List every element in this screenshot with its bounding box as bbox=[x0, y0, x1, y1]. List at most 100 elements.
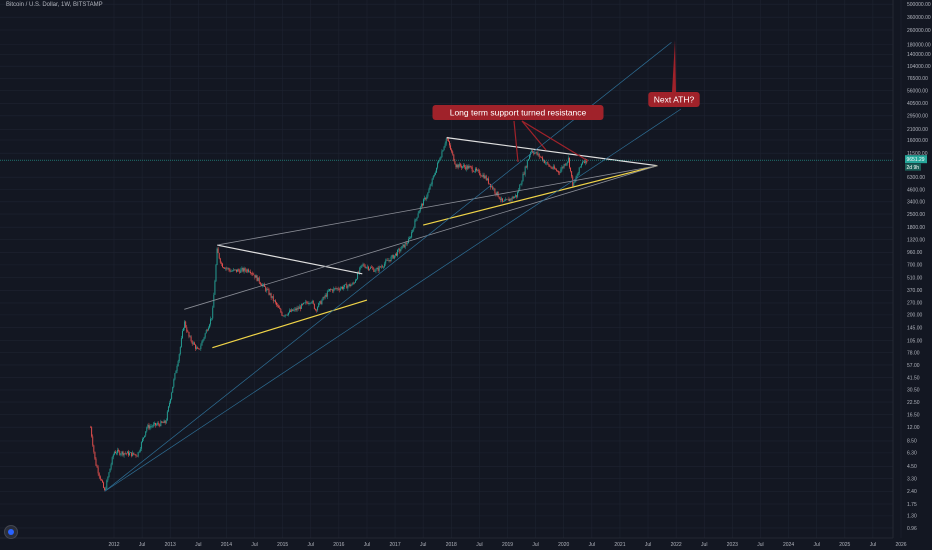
candle-body bbox=[334, 288, 336, 289]
time-tick-label: Jul bbox=[757, 542, 763, 548]
time-tick-label: 2014 bbox=[221, 542, 232, 548]
candle-body bbox=[469, 166, 471, 167]
candle-body bbox=[458, 163, 460, 168]
candle-body bbox=[136, 455, 138, 457]
candle-body bbox=[232, 269, 234, 271]
candle-body bbox=[186, 327, 188, 332]
candle-body bbox=[270, 293, 272, 298]
candle-body bbox=[412, 229, 414, 233]
candle-body bbox=[374, 270, 376, 272]
candle-body bbox=[250, 271, 252, 274]
time-tick-label: 2025 bbox=[839, 542, 850, 548]
candle-body bbox=[307, 302, 309, 304]
candle-body bbox=[464, 165, 466, 167]
candle-body bbox=[383, 266, 384, 268]
candle-body bbox=[343, 287, 344, 289]
time-tick-label: Jul bbox=[195, 542, 201, 548]
candle-body bbox=[465, 166, 467, 170]
candle-body bbox=[120, 453, 122, 455]
candle-body bbox=[296, 307, 298, 311]
candle-body bbox=[201, 341, 203, 346]
candle-body bbox=[216, 248, 218, 265]
price-tick-label: 360000.00 bbox=[907, 15, 931, 21]
candle-body bbox=[431, 178, 433, 185]
candle-body bbox=[357, 272, 359, 280]
candle-body bbox=[282, 315, 284, 317]
candle-body bbox=[401, 246, 403, 250]
candle-body bbox=[384, 263, 386, 267]
candle-body bbox=[344, 284, 346, 288]
tradingview-logo-icon[interactable] bbox=[4, 525, 18, 539]
candle-body bbox=[362, 264, 364, 265]
candle-body bbox=[142, 438, 143, 442]
candle-body bbox=[570, 167, 572, 172]
candle-body bbox=[322, 297, 324, 301]
candle-body bbox=[290, 310, 292, 312]
candle-body bbox=[351, 283, 353, 285]
candle-body bbox=[112, 454, 114, 458]
price-tick-label: 3400.00 bbox=[907, 200, 925, 206]
next-ath-annotation: Next ATH? bbox=[648, 92, 700, 107]
candle-body bbox=[354, 280, 356, 283]
time-tick-label: 2015 bbox=[277, 542, 288, 548]
candle-body bbox=[220, 262, 222, 264]
candle-body bbox=[428, 189, 430, 193]
price-tick-label: 40500.00 bbox=[907, 101, 928, 107]
candle-body bbox=[184, 321, 186, 329]
candle-body bbox=[545, 162, 547, 164]
candle-body bbox=[108, 472, 110, 478]
candle-body bbox=[558, 170, 560, 173]
candle-body bbox=[263, 284, 264, 285]
candle-body bbox=[163, 420, 165, 423]
candle-body bbox=[171, 392, 173, 400]
price-tick-label: 960.00 bbox=[907, 250, 923, 256]
candle-body bbox=[553, 166, 555, 169]
price-tick-label: 270.00 bbox=[907, 301, 923, 307]
candle-body bbox=[439, 159, 441, 161]
candle-body bbox=[133, 452, 135, 455]
candle-body bbox=[129, 452, 130, 456]
price-tick-label: 200.00 bbox=[907, 313, 923, 319]
price-tag-bg bbox=[905, 155, 927, 164]
candle-body bbox=[300, 303, 302, 309]
candle-body bbox=[256, 275, 258, 281]
candle-body bbox=[213, 294, 215, 308]
candle-body bbox=[479, 170, 481, 175]
next-ath-annotation-bg bbox=[648, 92, 700, 107]
candle-body bbox=[273, 300, 275, 302]
candle-body bbox=[517, 192, 519, 197]
candle-body bbox=[376, 268, 378, 270]
price-tick-label: 30.50 bbox=[907, 388, 920, 394]
candle-body bbox=[314, 309, 316, 310]
candle-body bbox=[404, 243, 406, 248]
candle-body bbox=[356, 279, 357, 281]
candle-body bbox=[583, 161, 584, 163]
candle-body bbox=[316, 309, 317, 311]
candle-body bbox=[478, 170, 480, 171]
candle-body bbox=[494, 188, 496, 193]
candle-body bbox=[245, 270, 247, 272]
time-tick-label: 2012 bbox=[108, 542, 119, 548]
candle-body bbox=[161, 421, 163, 423]
candle-body bbox=[338, 289, 340, 291]
candle-body bbox=[192, 342, 194, 344]
price-tick-label: 16.50 bbox=[907, 412, 920, 418]
candle-body bbox=[499, 198, 501, 200]
candle-body bbox=[518, 190, 520, 193]
candle-body bbox=[265, 286, 267, 291]
candle-body bbox=[467, 165, 469, 169]
candle-body bbox=[277, 304, 279, 306]
candle-body bbox=[444, 143, 446, 147]
time-tick-label: Jul bbox=[532, 542, 538, 548]
candle-body bbox=[211, 318, 213, 319]
candle-body bbox=[413, 228, 415, 230]
candle-body bbox=[242, 268, 244, 272]
price-tick-label: 370.00 bbox=[907, 288, 923, 294]
time-tick-label: 2019 bbox=[502, 542, 513, 548]
candle-body bbox=[399, 249, 401, 252]
resistance-annotation-bg bbox=[432, 105, 604, 120]
candle-body bbox=[481, 175, 483, 177]
candle-body bbox=[432, 176, 434, 179]
candle-body bbox=[203, 337, 205, 340]
